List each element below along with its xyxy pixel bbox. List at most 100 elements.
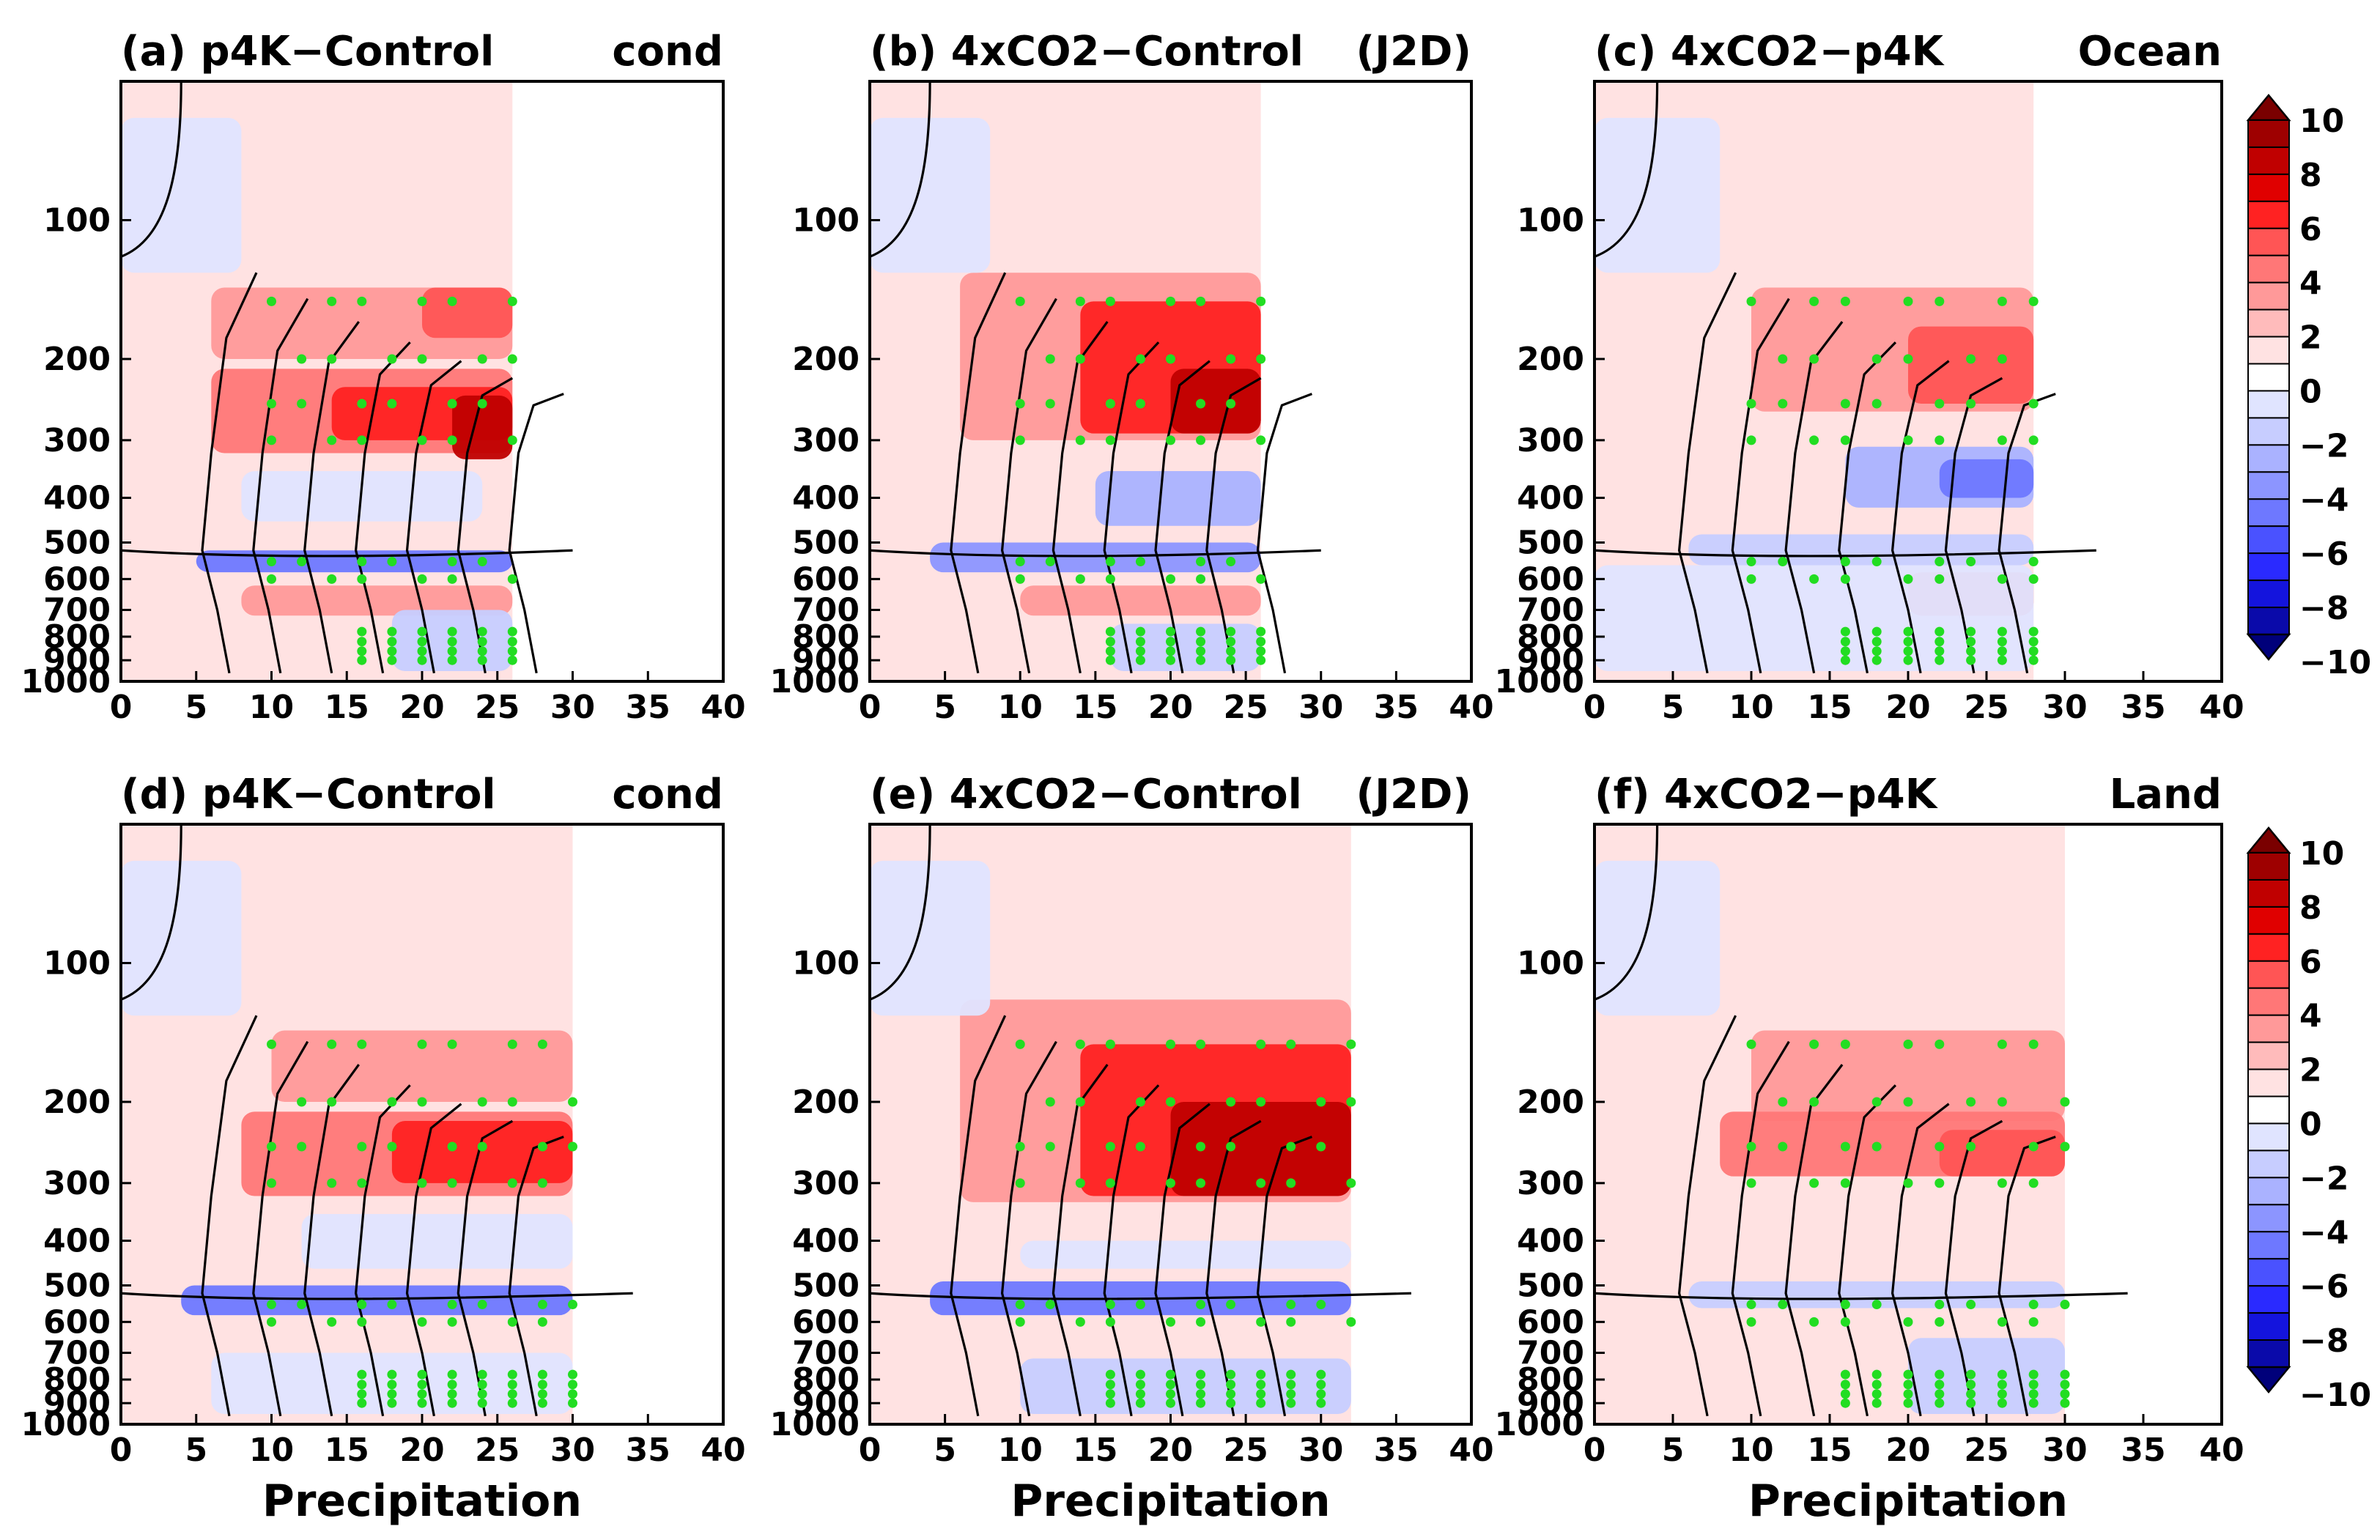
stipple-dot <box>297 354 307 364</box>
stipple-dot <box>1226 1141 1236 1152</box>
stipple-dot <box>1196 1369 1206 1380</box>
stipple-dot <box>568 1300 577 1310</box>
shaded-cell <box>452 395 513 459</box>
colorbar-swatch <box>2246 94 2291 122</box>
x-tick-label: 25 <box>475 1432 520 1469</box>
stipple-dot <box>297 1300 307 1310</box>
stipple-dot <box>447 557 457 567</box>
y-tick-label: 200 <box>1517 341 1584 378</box>
stipple-dot <box>1903 1097 1913 1107</box>
stipple-dot <box>1166 637 1175 647</box>
stipple-dot <box>1135 1300 1145 1310</box>
x-tick-label: 5 <box>185 1432 207 1469</box>
stipple-dot <box>1226 1380 1236 1390</box>
x-tick-label: 40 <box>1449 689 1493 726</box>
x-tick-label: 10 <box>249 689 294 726</box>
y-tick-label: 900 <box>43 642 111 679</box>
stipple-dot <box>1966 1141 1976 1152</box>
stipple-dot <box>477 1380 487 1390</box>
contour-line <box>252 1040 309 1417</box>
y-tick-label: 500 <box>43 525 111 562</box>
stipple-dot <box>1015 1141 1025 1152</box>
y-tick-label: 1000 <box>21 1406 111 1443</box>
contour-line <box>1154 1103 1211 1417</box>
stipple-dot <box>1135 646 1145 656</box>
shaded-cell <box>1939 1130 2065 1177</box>
colorbar-tick-label: 2 <box>2299 319 2322 357</box>
stipple-dot <box>1871 1300 1882 1310</box>
stipple-dot <box>1346 1097 1356 1107</box>
stipple-dot <box>537 1380 547 1390</box>
x-tick-label: 5 <box>934 689 956 726</box>
stipple-dot <box>1226 1398 1236 1408</box>
x-tick-label: 10 <box>1729 1432 1773 1469</box>
stipple-dot <box>1256 1178 1266 1188</box>
stipple-dot <box>2028 1300 2039 1310</box>
stipple-dot <box>1997 626 2007 637</box>
stipple-dot <box>1346 1317 1356 1327</box>
stipple-dot <box>477 1141 487 1152</box>
contour-line <box>1594 823 1659 1001</box>
colorbar-tick-label: −8 <box>2299 1322 2348 1360</box>
stipple-dot <box>2028 637 2039 647</box>
stipple-dot <box>1997 1178 2007 1188</box>
stipple-dot <box>1015 1300 1025 1310</box>
y-tick-label: 300 <box>1517 422 1584 459</box>
y-tick-label: 900 <box>792 642 860 679</box>
colorbar-2: 10 8 6 4 2 0 −2 −4 −6 −8 −10 <box>2246 826 2371 1414</box>
stipple-dot <box>1997 574 2007 584</box>
stipple-dot <box>327 1317 337 1327</box>
colorbar-swatch <box>2247 498 2290 527</box>
stipple-dot <box>1166 574 1175 584</box>
stipple-dot <box>1226 646 1236 656</box>
stipple-dot <box>2028 296 2039 306</box>
stipple-dot <box>1166 1369 1175 1380</box>
contour-line <box>354 1084 411 1417</box>
stipple-dot <box>507 296 517 306</box>
stipple-dot <box>1105 574 1115 584</box>
stipple-dot <box>1105 1039 1115 1049</box>
stipple-dot <box>1075 574 1085 584</box>
shaded-cell <box>301 1213 573 1269</box>
stipple-dot <box>1934 626 1945 637</box>
x-tick-label: 25 <box>1964 1432 2008 1469</box>
stipple-dot <box>1871 1380 1882 1390</box>
colorbar-swatch <box>2247 1177 2290 1206</box>
stipple-dot <box>1809 1097 1819 1107</box>
stipple-dot <box>357 1317 367 1327</box>
stipple-dot <box>507 1369 517 1380</box>
colorbar-swatch <box>2247 878 2290 908</box>
y-tick-label: 200 <box>43 341 111 378</box>
x-tick-label: 30 <box>550 1432 595 1469</box>
shaded-cell <box>930 542 1261 573</box>
stipple-dot <box>537 1398 547 1408</box>
colorbar-tick-label: −6 <box>2299 536 2348 573</box>
colorbar-tick-label: 4 <box>2299 998 2322 1035</box>
colorbar-swatch <box>2247 146 2290 175</box>
stipple-dot <box>1196 574 1206 584</box>
stipple-dot <box>1966 1300 1976 1310</box>
colorbar-swatch <box>2247 1150 2290 1179</box>
stipple-dot <box>1934 1039 1945 1049</box>
stipple-dot <box>417 1039 427 1049</box>
y-tick-label: 700 <box>1517 591 1584 629</box>
stipple-dot <box>1997 1369 2007 1380</box>
panel-tag: Ocean <box>2078 28 2222 75</box>
stipple-dot <box>1196 399 1206 409</box>
stipple-dot <box>1934 399 1945 409</box>
panel-tag: cond <box>612 771 723 818</box>
stipple-dot <box>327 354 337 364</box>
stipple-dot <box>1966 557 1976 567</box>
y-tick-label: 1000 <box>770 663 860 700</box>
stipple-dot <box>1903 574 1913 584</box>
stipple-dot <box>1840 655 1850 665</box>
stipple-dot <box>568 1097 577 1107</box>
stipple-dot <box>1105 1398 1115 1408</box>
stipple-dot <box>1166 1380 1175 1390</box>
stipple-dot <box>1316 1300 1326 1310</box>
stipple-dot <box>1997 1389 2007 1399</box>
stipple-dot <box>1135 637 1145 647</box>
contour-line <box>1103 341 1160 674</box>
stipple-dot <box>1934 646 1945 656</box>
y-tick-label: 600 <box>43 1303 111 1341</box>
